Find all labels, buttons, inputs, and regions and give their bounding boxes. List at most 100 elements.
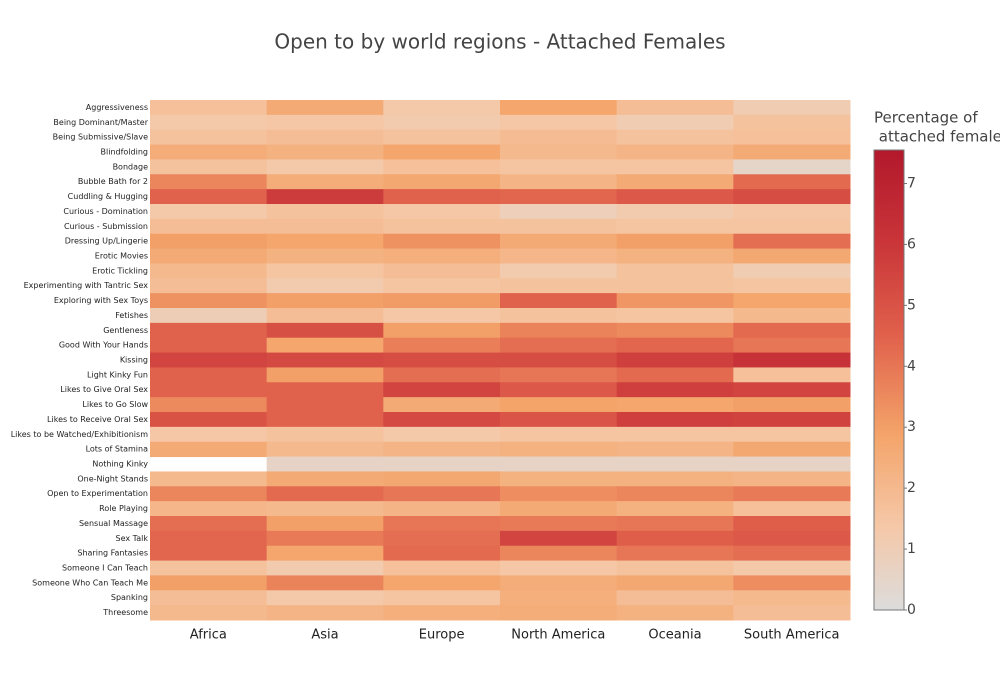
heatmap-cell: [733, 278, 851, 294]
heatmap-cell: [383, 367, 501, 383]
heatmap-cell: [616, 560, 734, 576]
heatmap-cell: [500, 530, 618, 547]
heatmap-cell: [733, 337, 851, 354]
colorbar-title: attached females: [874, 128, 1000, 146]
y-tick-label: One-Night Stands: [77, 474, 148, 483]
heatmap-cell: [383, 263, 501, 279]
heatmap-cell: [616, 352, 734, 368]
heatmap-cell: [266, 545, 384, 562]
colorbar-tick-label: 7: [907, 176, 916, 192]
heatmap-cell: [266, 248, 384, 264]
heatmap-cell: [383, 545, 501, 562]
heatmap-cell: [616, 426, 734, 443]
heatmap-cell: [616, 293, 734, 309]
heatmap-cell: [266, 486, 384, 502]
heatmap-cell: [383, 412, 501, 428]
heatmap-cell: [383, 248, 501, 264]
heatmap-cell: [616, 233, 734, 250]
x-tick-label: Oceania: [648, 628, 701, 643]
heatmap-cell: [500, 144, 618, 160]
heatmap-cell: [266, 530, 384, 547]
colorbar-tick-label: 2: [907, 480, 916, 496]
heatmap-cell: [266, 218, 384, 235]
heatmap-cell: [500, 337, 618, 354]
heatmap-cell: [266, 114, 384, 131]
heatmap-cell: [616, 189, 734, 205]
y-tick-label: Threesome: [102, 608, 148, 617]
heatmap-cell: [266, 382, 384, 398]
heatmap-cell: [733, 218, 851, 235]
heatmap-cell: [500, 486, 618, 502]
heatmap-cell: [266, 174, 384, 190]
heatmap-cell: [500, 471, 618, 487]
heatmap-cell: [733, 263, 851, 279]
heatmap-cell: [733, 144, 851, 160]
y-tick-label: Erotic Tickling: [92, 266, 148, 275]
heatmap-cell: [733, 426, 851, 443]
heatmap-cell: [383, 560, 501, 576]
heatmap-cell: [733, 605, 851, 621]
heatmap-cell: [733, 233, 851, 250]
heatmap-cell: [266, 233, 384, 250]
heatmap-cell: [150, 605, 268, 621]
heatmap-cell: [266, 204, 384, 220]
y-tick-label: Likes to Go Slow: [82, 400, 148, 409]
heatmap-cell: [150, 367, 268, 383]
heatmap-cell: [150, 590, 268, 606]
heatmap-cell: [150, 545, 268, 562]
heatmap-cell: [733, 248, 851, 264]
heatmap-cell: [500, 501, 618, 517]
heatmap-cell: [500, 322, 618, 339]
heatmap-cell: [150, 352, 268, 368]
y-tick-label: Fetishes: [115, 311, 148, 320]
heatmap-cell: [733, 204, 851, 220]
heatmap-cell: [383, 575, 501, 591]
heatmap-cell: [733, 293, 851, 309]
y-tick-label: Experimenting with Tantric Sex: [24, 281, 149, 290]
y-tick-label: Likes to Receive Oral Sex: [47, 415, 148, 424]
heatmap-cell: [500, 129, 618, 146]
heatmap-cell: [383, 516, 501, 532]
heatmap-cell: [616, 144, 734, 160]
heatmap-cell: [383, 233, 501, 250]
heatmap-cell: [266, 516, 384, 532]
y-tick-label: Nothing Kinky: [92, 460, 148, 469]
y-tick-label: Aggressiveness: [86, 103, 148, 112]
heatmap-cell: [150, 426, 268, 443]
heatmap-cell: [383, 100, 501, 116]
y-tick-label: Likes to Give Oral Sex: [60, 385, 148, 394]
heatmap-cell: [266, 100, 384, 116]
y-tick-label: Curious - Domination: [63, 207, 148, 216]
heatmap-cell: [383, 382, 501, 398]
heatmap-cell: [266, 337, 384, 354]
heatmap-cell: [616, 263, 734, 279]
heatmap-cell: [616, 412, 734, 428]
heatmap-cell: [150, 382, 268, 398]
heatmap-cell: [150, 501, 268, 517]
heatmap-cell: [383, 114, 501, 131]
heatmap-cell: [266, 590, 384, 606]
heatmap-cell: [266, 129, 384, 146]
heatmap-cell: [150, 397, 268, 413]
heatmap-cell: [733, 308, 851, 324]
heatmap-cell: [733, 560, 851, 576]
heatmap-cell: [383, 322, 501, 339]
heatmap-cell: [733, 367, 851, 383]
heatmap-cell: [733, 189, 851, 205]
heatmap-cell: [500, 545, 618, 562]
heatmap-cell: [500, 100, 618, 116]
heatmap-cell: [500, 204, 618, 220]
heatmap-cell: [383, 159, 501, 175]
heatmap-cell: [266, 352, 384, 368]
heatmap-cell: [616, 129, 734, 146]
heatmap-cell: [616, 545, 734, 562]
heatmap-cell: [616, 605, 734, 621]
heatmap-cell: [500, 189, 618, 205]
heatmap-cell: [266, 501, 384, 517]
heatmap-cell: [383, 486, 501, 502]
heatmap-cell: [616, 590, 734, 606]
y-tick-label: Someone Who Can Teach Me: [32, 578, 148, 587]
heatmap-cell: [266, 308, 384, 324]
colorbar-tick-label: 1: [907, 541, 916, 557]
